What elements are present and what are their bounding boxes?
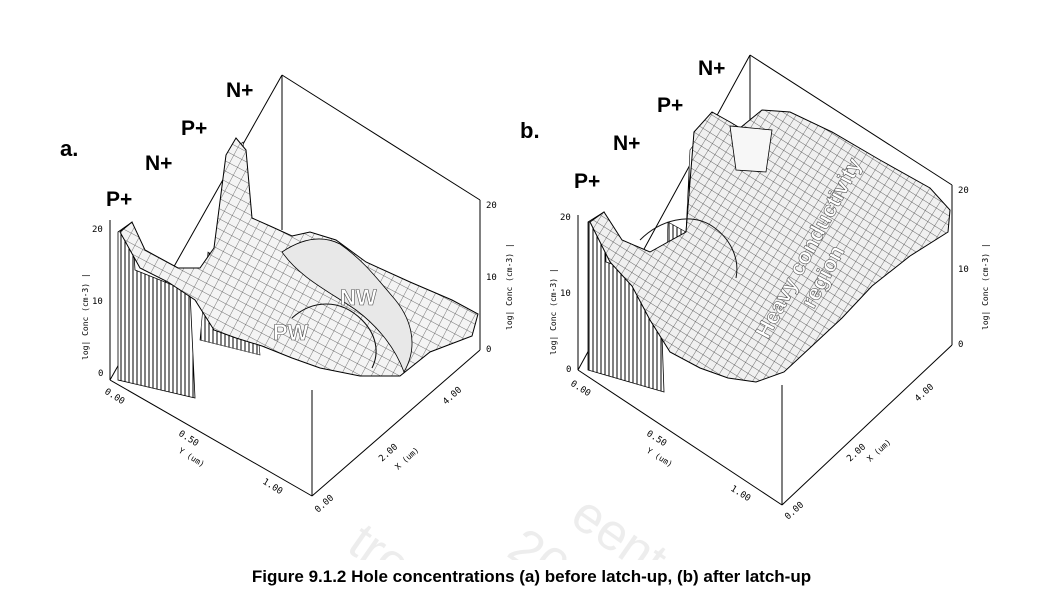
panel-b-notch xyxy=(729,125,773,173)
panel-a-region-1: P+ xyxy=(106,188,132,211)
panel-b-surface xyxy=(589,109,951,383)
panel-a-trench xyxy=(281,238,413,373)
panel-a-zl-tick-20: 20 xyxy=(92,225,103,235)
panel-a-ridge xyxy=(291,303,377,369)
panel-b-region-3: P+ xyxy=(657,94,683,117)
panel-a-zr-tick-20: 20 xyxy=(486,201,497,211)
panel-a-y-tick-0: 0.00 xyxy=(102,387,126,407)
panel-b-zr-tick-10: 10 xyxy=(958,265,969,275)
panel-b-region-2: N+ xyxy=(613,132,640,155)
panel-a-z-axis-right: 20 10 0 log| Conc (cm-3) | xyxy=(486,201,514,355)
panel-b-region-4: N+ xyxy=(698,57,725,80)
panel-a-label-pw: PW xyxy=(273,320,309,345)
panel-b: b. P+ N+ P+ N+ Heavy conductivity region… xyxy=(520,54,990,522)
panel-a-sidewall xyxy=(117,221,196,399)
panel-a-zlabel-left: log| Conc (cm-3) | xyxy=(81,273,90,360)
panel-b-z-axis-right: 20 10 0 log| Conc (cm-3) | xyxy=(958,186,990,350)
panel-b-x-axis: 0.00 2.00 4.00 X (um) xyxy=(783,382,936,522)
panel-b-zr-tick-20: 20 xyxy=(958,186,969,196)
panel-b-ridge xyxy=(639,218,738,279)
panel-a: a. P+ N+ P+ N+ PW NW 20 10 0 xyxy=(60,74,514,515)
panel-b-y-tick-0: 0.00 xyxy=(568,379,592,399)
panel-a-zl-tick-0: 0 xyxy=(98,369,103,379)
panel-a-zl-tick-10: 10 xyxy=(92,297,103,307)
panel-a-zr-tick-0: 0 xyxy=(486,345,491,355)
figure-area: tron 20 eent a. P+ N+ P+ N+ PW NW xyxy=(60,54,990,600)
figure-svg: tron 20 eent a. P+ N+ P+ N+ PW NW xyxy=(60,54,990,600)
panel-a-region-2: N+ xyxy=(145,152,172,175)
panel-b-region-1: P+ xyxy=(574,170,600,193)
panel-b-ylabel: Y (um) xyxy=(645,446,674,469)
panel-a-x-axis: 0.00 2.00 4.00 X (um) xyxy=(313,385,464,515)
panel-a-y-tick-050: 0.50 xyxy=(176,429,200,449)
panel-b-zlabel-left: log| Conc (cm-3) | xyxy=(549,268,558,355)
panel-a-region-3: P+ xyxy=(181,117,207,140)
panel-a-x-tick-0: 0.00 xyxy=(313,493,336,515)
panel-b-zl-tick-20: 20 xyxy=(560,213,571,223)
watermark-text-3: eent xyxy=(561,484,678,560)
panel-b-zl-tick-0: 0 xyxy=(566,365,571,375)
panel-a-ylabel: Y (um) xyxy=(177,446,206,469)
panel-a-zlabel-right: log| Conc (cm-3) | xyxy=(505,243,514,330)
panel-b-x-tick-0: 0.00 xyxy=(783,500,806,522)
panel-a-y-tick-100: 1.00 xyxy=(260,477,284,497)
panel-a-region-4: N+ xyxy=(226,79,253,102)
panel-b-zl-tick-10: 10 xyxy=(560,289,571,299)
watermark: tron 20 eent xyxy=(338,484,678,600)
panel-b-y-tick-050: 0.50 xyxy=(644,429,668,449)
panel-b-z-axis-left: 20 10 0 log| Conc (cm-3) | xyxy=(549,213,571,375)
panel-a-label-nw: NW xyxy=(340,285,377,310)
panel-a-y-axis: 0.00 0.50 1.00 Y (um) xyxy=(102,387,284,497)
panel-a-x-tick-4: 4.00 xyxy=(441,385,464,407)
panel-b-sidewall xyxy=(587,211,665,393)
panel-b-x-tick-2: 2.00 xyxy=(845,442,868,464)
panel-b-x-tick-4: 4.00 xyxy=(913,382,936,404)
panel-a-letter: a. xyxy=(60,136,78,161)
watermark-text-1: tron xyxy=(338,512,445,560)
panel-b-zlabel-right: log| Conc (cm-3) | xyxy=(981,243,990,330)
figure-caption: Figure 9.1.2 Hole concentrations (a) bef… xyxy=(251,567,812,586)
panel-b-letter: b. xyxy=(520,118,540,143)
panel-b-y-tick-100: 1.00 xyxy=(728,484,752,504)
panel-b-xlabel: X (um) xyxy=(865,437,893,463)
panel-a-zr-tick-10: 10 xyxy=(486,273,497,283)
panel-b-zr-tick-0: 0 xyxy=(958,340,963,350)
panel-a-z-axis-left: 20 10 0 log| Conc (cm-3) | xyxy=(81,225,103,379)
